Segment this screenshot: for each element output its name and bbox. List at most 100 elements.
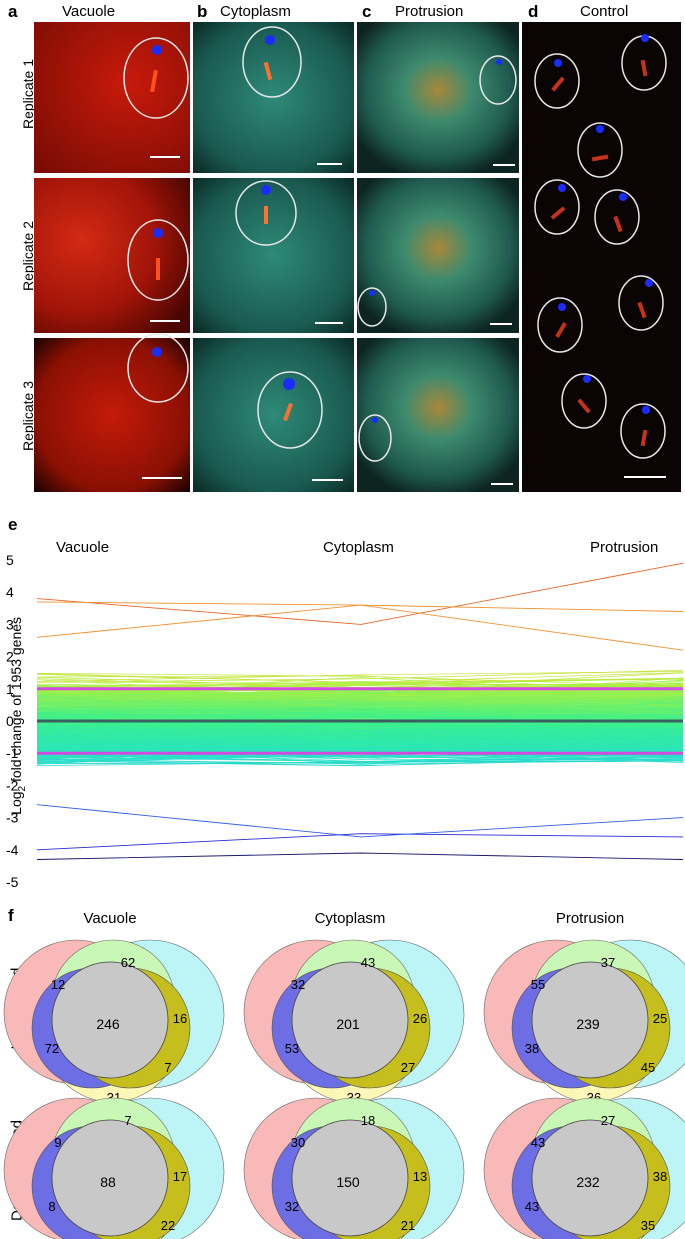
set-core <box>531 1119 649 1237</box>
y-tick-label: -1 <box>6 745 19 761</box>
gene-line <box>36 748 684 762</box>
panel-a-letter: a <box>8 2 18 21</box>
venn-count-b: 43 <box>361 955 375 970</box>
gene-line <box>36 737 684 757</box>
gene-line <box>36 671 684 682</box>
venn-count-a: 55 <box>531 977 545 992</box>
gene-line-extreme <box>36 852 684 860</box>
set-core <box>531 961 649 1079</box>
gene-line <box>36 710 684 722</box>
gene-line <box>36 723 684 733</box>
y-tick-label: 3 <box>6 616 14 632</box>
venn-title-protrusion: Protrusion <box>555 910 625 927</box>
venn-count-c: 25 <box>653 1011 667 1026</box>
gene-line <box>36 726 684 734</box>
venn-count-core: 239 <box>576 1016 600 1032</box>
panel-c-title: Protrusion <box>395 3 464 20</box>
venn-count-a: 9 <box>54 1135 61 1150</box>
venn-count-d: 38 <box>525 1041 539 1056</box>
gene-line <box>36 721 684 726</box>
panel-b-title: Cytoplasm <box>220 3 291 20</box>
chart-xlabel-protrusion: Protrusion <box>590 539 659 556</box>
panel-f-letter: f <box>8 906 14 925</box>
venn-count-core: 150 <box>336 1174 360 1190</box>
gene-line <box>36 702 684 722</box>
gene-line <box>36 669 684 683</box>
cytoplasm-replicate-2-image <box>193 178 354 333</box>
gene-line <box>36 726 684 738</box>
set-core <box>291 1119 409 1237</box>
venn-count-b: 37 <box>601 955 615 970</box>
venn-count-e: 35 <box>641 1218 655 1233</box>
panel-d-letter: d <box>528 2 539 21</box>
gene-line <box>36 700 684 713</box>
venn-down-cytoplasm: 150301813322127 <box>243 1097 465 1239</box>
y-tick-label: 4 <box>6 584 14 600</box>
venn-count-b: 62 <box>121 955 135 970</box>
gene-line <box>36 714 684 721</box>
gene-line <box>36 725 684 733</box>
vacuole-replicate-1-image <box>34 22 190 173</box>
panel-b-letter: b <box>197 2 208 21</box>
venn-count-core: 246 <box>96 1016 120 1032</box>
y-tick-label: -3 <box>6 810 19 826</box>
venn-count-b: 7 <box>124 1113 131 1128</box>
gene-line <box>36 672 684 687</box>
set-core <box>51 961 169 1079</box>
venn-count-d: 32 <box>285 1199 299 1214</box>
gene-line <box>36 736 684 748</box>
gene-line <box>36 732 684 738</box>
venn-down-vacuole: 88971782214 <box>3 1097 225 1239</box>
y-tick-label: 5 <box>6 552 14 568</box>
venn-title-vacuole: Vacuole <box>83 910 137 927</box>
venn-count-core: 201 <box>336 1016 360 1032</box>
panel-d-title: Control <box>580 3 629 20</box>
gene-line <box>36 699 684 708</box>
gene-line <box>36 730 684 742</box>
venn-count-d: 43 <box>525 1199 539 1214</box>
venn-count-d: 8 <box>48 1199 55 1214</box>
set-core <box>291 961 409 1079</box>
venn-count-a: 30 <box>291 1135 305 1150</box>
gene-line-extreme <box>36 804 684 838</box>
panel-e-letter: e <box>8 515 18 534</box>
control-image <box>522 22 681 492</box>
panel-c-letter: c <box>362 2 372 21</box>
venn-count-e: 21 <box>401 1218 415 1233</box>
y-tick-label: 2 <box>6 649 14 665</box>
y-tick-label: 1 <box>6 681 14 697</box>
gene-line <box>36 677 684 687</box>
venn-count-b: 18 <box>361 1113 375 1128</box>
gene-line <box>36 721 684 734</box>
venn-count-e: 27 <box>401 1060 415 1075</box>
gene-line <box>36 702 684 707</box>
venn-count-e: 45 <box>641 1060 655 1075</box>
venn-count-d: 72 <box>45 1041 59 1056</box>
venn-count-core: 232 <box>576 1174 600 1190</box>
gene-line <box>36 691 684 701</box>
y-tick-label: -5 <box>6 874 19 890</box>
gene-line-extreme <box>36 562 684 625</box>
venn-down-protrusion: 232432738433546 <box>483 1097 685 1239</box>
gene-line <box>36 755 684 767</box>
venn-count-c: 38 <box>653 1169 667 1184</box>
venn-count-b: 27 <box>601 1113 615 1128</box>
venn-count-core: 88 <box>100 1174 116 1190</box>
microscopy-grid <box>34 22 681 492</box>
venn-count-c: 16 <box>173 1011 187 1026</box>
gene-line <box>36 759 684 765</box>
venn-count-e: 22 <box>161 1218 175 1233</box>
venn-count-c: 17 <box>173 1169 187 1184</box>
chart-xlabel-cytoplasm: Cytoplasm <box>323 539 394 556</box>
gene-line <box>36 736 684 747</box>
venn-count-c: 26 <box>413 1011 427 1026</box>
fold-change-line-chart: 5 4 3 2 1 0 -1 -2 -3 -4 -5 <box>6 552 684 890</box>
gene-line <box>36 680 684 703</box>
protrusion-replicate-3-image <box>357 338 519 492</box>
gene-line <box>36 688 684 699</box>
gene-line <box>36 705 684 711</box>
venn-count-a: 12 <box>51 977 65 992</box>
y-tick-label: -4 <box>6 842 19 858</box>
